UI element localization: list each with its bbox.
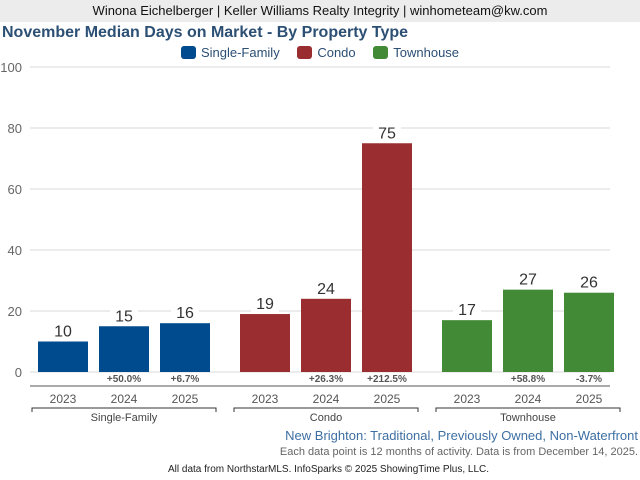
- x-tick-label: 2024: [111, 392, 138, 406]
- bar-single-family-2025: [160, 323, 210, 372]
- y-tick-label: 40: [8, 243, 22, 258]
- chart-subtitle: New Brighton: Traditional, Previously Ow…: [285, 428, 638, 443]
- chart-title: November Median Days on Market - By Prop…: [2, 24, 409, 41]
- change-label: +6.7%: [171, 374, 200, 385]
- data-label-bg: [49, 321, 77, 340]
- agent-header: Winona Eichelberger | Keller Williams Re…: [0, 0, 640, 22]
- bar-townhouse-2023: [442, 320, 492, 372]
- data-label-bg: [514, 269, 542, 288]
- bar-single-family-2023: [38, 341, 88, 372]
- x-tick-label: 2025: [576, 392, 603, 406]
- legend-label: Condo: [317, 45, 356, 60]
- y-tick-label: 60: [8, 182, 22, 197]
- legend: Single-Family Condo Townhouse: [0, 45, 640, 62]
- bar-townhouse-2025: [564, 292, 614, 372]
- data-label-bg: [312, 278, 340, 297]
- data-label: 16: [176, 305, 194, 322]
- data-label-bg: [251, 294, 279, 313]
- y-tick-label: 80: [8, 121, 22, 136]
- group-label: Condo: [310, 412, 342, 424]
- x-tick-label: 2023: [454, 392, 481, 406]
- group-label: Single-Family: [91, 412, 158, 424]
- bar-single-family-2024: [99, 326, 149, 372]
- data-label: 27: [519, 272, 537, 289]
- data-label: 75: [378, 125, 396, 142]
- legend-label: Townhouse: [393, 45, 460, 60]
- data-label-bg: [110, 306, 138, 325]
- legend-item-townhouse[interactable]: Townhouse: [373, 45, 459, 60]
- data-label-bg: [171, 303, 199, 322]
- change-label: +26.3%: [309, 374, 343, 385]
- legend-swatch: [373, 46, 389, 59]
- group-bracket: [435, 407, 621, 412]
- data-label: 24: [317, 281, 335, 298]
- y-tick-label: 20: [8, 304, 22, 319]
- group-label: Townhouse: [500, 412, 556, 424]
- data-note: Each data point is 12 months of activity…: [279, 446, 638, 458]
- x-tick-label: 2023: [252, 392, 279, 406]
- group-bracket: [233, 407, 419, 412]
- data-label-bg: [575, 272, 603, 291]
- x-tick-label: 2024: [515, 392, 542, 406]
- legend-swatch: [180, 46, 196, 59]
- bar-condo-2024: [301, 298, 351, 372]
- data-label: 10: [54, 324, 72, 341]
- legend-item-condo[interactable]: Condo: [297, 45, 356, 60]
- footer-attribution: All data from NorthstarMLS. InfoSparks ©…: [168, 464, 490, 475]
- legend-item-single-family[interactable]: Single-Family: [180, 45, 280, 60]
- bar-townhouse-2024: [503, 289, 553, 372]
- x-tick-label: 2024: [313, 392, 340, 406]
- legend-label: Single-Family: [200, 45, 280, 60]
- data-label: 19: [256, 296, 274, 313]
- data-label: 26: [580, 275, 598, 292]
- group-bracket: [31, 407, 217, 412]
- x-tick-label: 2025: [172, 392, 199, 406]
- bar-condo-2023: [240, 314, 290, 372]
- change-label: -3.7%: [576, 374, 602, 385]
- x-tick-label: 2023: [50, 392, 77, 406]
- data-label-bg: [373, 123, 401, 142]
- change-label: +212.5%: [367, 374, 407, 385]
- bar-chart: 0 20 40 60 80 100 10 2023 15 +50.0% 2024 16 +6.7% 202…: [0, 60, 621, 424]
- data-label: 17: [458, 302, 476, 319]
- bar-condo-2025: [362, 143, 412, 372]
- data-label: 15: [115, 308, 133, 325]
- data-label-bg: [453, 300, 481, 319]
- y-tick-label: 0: [15, 365, 22, 380]
- x-tick-label: 2025: [374, 392, 401, 406]
- legend-swatch: [297, 46, 313, 59]
- change-label: +58.8%: [511, 374, 545, 385]
- change-label: +50.0%: [107, 374, 141, 385]
- y-tick-label: 100: [0, 60, 22, 75]
